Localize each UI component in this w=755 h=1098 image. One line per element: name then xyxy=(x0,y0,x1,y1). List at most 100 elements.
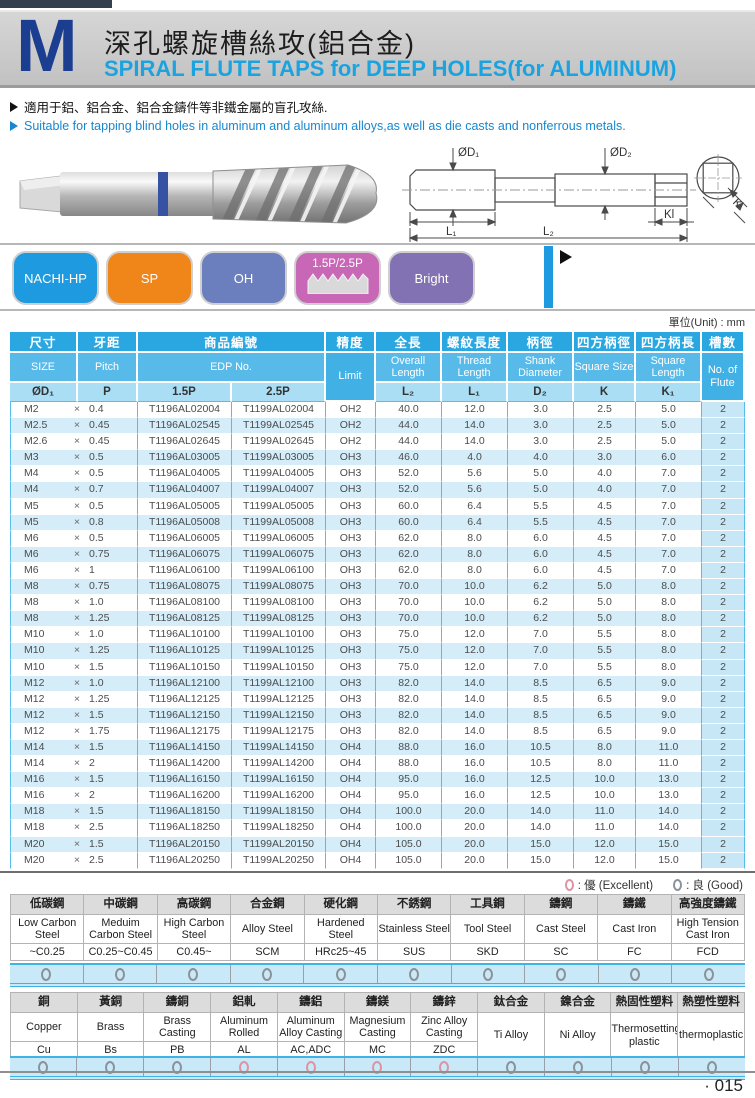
limit-cell: OH3 xyxy=(326,514,377,531)
square-length-cell: 7.0 xyxy=(636,530,703,547)
thread-length-cell: 16.0 xyxy=(442,788,509,805)
limit-cell: OH3 xyxy=(326,627,377,644)
size-pitch-cell: M18 × 2.5 xyxy=(10,820,138,837)
thread-length-cell: 16.0 xyxy=(442,772,509,789)
pitch-value: 2 xyxy=(89,757,95,770)
material-name-zh: 鑄鋅 xyxy=(410,992,479,1013)
overall-length-cell: 82.0 xyxy=(376,675,443,692)
col-square-size-sym: K xyxy=(574,383,637,402)
rating-cell xyxy=(10,1058,77,1076)
pitch-value: 2.5 xyxy=(89,821,104,834)
diagram-label-k: K xyxy=(730,196,744,210)
overall-length-cell: 75.0 xyxy=(376,643,443,660)
badge-bright: Bright xyxy=(388,251,475,305)
edp-2-5p-cell: T1199AL03005 xyxy=(232,450,327,467)
flutes-cell: 2 xyxy=(702,579,746,596)
square-length-cell: 5.0 xyxy=(636,434,703,451)
badge-sp: SP xyxy=(106,251,193,305)
thread-length-cell: 6.4 xyxy=(442,498,509,515)
intro-line-en: Suitable for tapping blind holes in alum… xyxy=(10,119,626,133)
material-name-en: Copper xyxy=(10,1012,78,1042)
material-name-zh: 高強度鑄鐵 xyxy=(670,894,746,915)
excellent-rating-icon xyxy=(564,879,574,891)
size-value: M2.5 xyxy=(24,419,48,432)
size-pitch-cell: M12 × 1.25 xyxy=(10,691,138,708)
col-pitch-zh: 牙距 xyxy=(78,332,138,353)
edp-1-5p-cell: T1196AL16200 xyxy=(138,788,232,805)
legend-item-good: : 良 (Good) xyxy=(673,877,743,893)
square-length-cell: 8.0 xyxy=(636,611,703,628)
square-length-cell: 14.0 xyxy=(636,804,703,821)
rating-cell xyxy=(77,1058,144,1076)
col-shank-zh: 柄徑 xyxy=(508,332,575,353)
size-value: M6 xyxy=(24,531,39,544)
pitch-value: 1.0 xyxy=(89,628,104,641)
edp-2-5p-cell: T1199AL12175 xyxy=(232,723,327,740)
size-pitch-cell: M18 × 1.5 xyxy=(10,804,138,821)
edp-1-5p-cell: T1196AL02545 xyxy=(138,418,232,435)
square-size-cell: 5.5 xyxy=(574,627,637,644)
limit-cell: OH3 xyxy=(326,611,377,628)
materials-header-row: 低碳鋼 中碳鋼 高碳鋼 合金鋼 硬化鋼 不銹鋼 工具鋼 鑄鋼 鑄鐵 高強度鑄鐵 xyxy=(9,894,746,915)
pitch-value: 1.25 xyxy=(89,612,110,625)
thread-length-cell: 16.0 xyxy=(442,739,509,757)
square-size-cell: 6.5 xyxy=(574,723,637,740)
multiply-sign: × xyxy=(73,740,81,753)
pitch-value: 1.0 xyxy=(89,676,104,689)
col-size-en: SIZE xyxy=(10,353,78,383)
pitch-value: 1.75 xyxy=(89,724,110,737)
shank-diameter-cell: 8.5 xyxy=(508,723,575,740)
edp-2-5p-cell: T1199AL18150 xyxy=(232,804,327,821)
multiply-sign: × xyxy=(73,821,81,834)
material-code: HRc25~45 xyxy=(303,943,378,961)
square-length-cell: 5.0 xyxy=(636,418,703,435)
badge-1-5p-2-5p: 1.5P/2.5P xyxy=(294,251,381,305)
edp-2-5p-cell: T1199AL20150 xyxy=(232,836,327,853)
edp-1-5p-cell: T1196AL20150 xyxy=(138,836,232,853)
flutes-cell: 2 xyxy=(702,804,746,821)
size-pitch-cell: M8 × 1.25 xyxy=(10,611,138,628)
limit-cell: OH4 xyxy=(326,756,377,773)
edp-2-5p-cell: T1199AL06005 xyxy=(232,530,327,547)
material-name-zh: 鋁軋 xyxy=(210,992,278,1013)
size-pitch-cell: M2 × 0.4 xyxy=(10,402,138,419)
col-limit-zh: 精度 xyxy=(326,332,377,353)
shank-diameter-cell: 3.0 xyxy=(508,434,575,451)
size-pitch-cell: M10 × 1.0 xyxy=(10,627,138,644)
limit-cell: OH4 xyxy=(326,820,377,837)
multiply-sign: × xyxy=(73,612,81,625)
overall-length-cell: 70.0 xyxy=(376,611,443,628)
main-table-body: M2 × 0.4 T1196AL02004 T1199AL02004 OH2 40.0 12.… xyxy=(10,402,746,869)
overall-length-cell: 60.0 xyxy=(376,498,443,515)
pitch-value: 0.45 xyxy=(89,419,110,432)
shank-diameter-cell: 8.5 xyxy=(508,675,575,692)
material-name-en: Hardened Steel xyxy=(303,914,378,944)
spec-row-M12-1.75: M12 × 1.75 T1196AL12175 T1199AL12175 OH3 82.0 1… xyxy=(10,723,746,740)
square-size-cell: 4.0 xyxy=(574,482,637,499)
page-number: · 015 xyxy=(704,1076,743,1095)
edp-1-5p-cell: T1196AL18150 xyxy=(138,804,232,821)
material-name-zh: 鈦合金 xyxy=(477,992,545,1013)
size-value: M2.6 xyxy=(24,435,48,448)
thread-length-cell: 14.0 xyxy=(442,675,509,692)
shank-diameter-cell: 7.0 xyxy=(508,627,575,644)
rating-cell xyxy=(672,965,745,983)
flutes-cell: 2 xyxy=(702,820,746,837)
material-name-en: Aluminum Alloy Casting xyxy=(276,1012,345,1042)
edp-2-5p-cell: T1199AL12150 xyxy=(232,707,327,724)
shank-diameter-cell: 8.5 xyxy=(508,691,575,708)
square-size-cell: 12.0 xyxy=(574,836,637,853)
flutes-cell: 2 xyxy=(702,707,746,724)
spec-row-M5-0.8: M5 × 0.8 T1196AL05008 T1199AL05008 OH3 60.0 6.4… xyxy=(10,514,746,531)
page-corner-strip xyxy=(0,0,112,8)
spec-table: 尺寸 牙距 商品編號 精度 全長 螺紋長度 柄徑 四方柄徑 四方柄長 槽數 SI… xyxy=(10,332,746,869)
material-name-zh: 鑄鋁 xyxy=(276,992,345,1013)
limit-cell: OH3 xyxy=(326,530,377,547)
limit-cell: OH3 xyxy=(326,723,377,740)
overall-length-cell: 46.0 xyxy=(376,450,443,467)
overall-length-cell: 62.0 xyxy=(376,562,443,580)
good-rating-icon xyxy=(482,967,493,981)
size-pitch-cell: M4 × 0.5 xyxy=(10,466,138,483)
spec-row-M10-1.5: M10 × 1.5 T1196AL10150 T1199AL10150 OH3 75.0 12… xyxy=(10,659,746,676)
overall-length-cell: 52.0 xyxy=(376,482,443,499)
